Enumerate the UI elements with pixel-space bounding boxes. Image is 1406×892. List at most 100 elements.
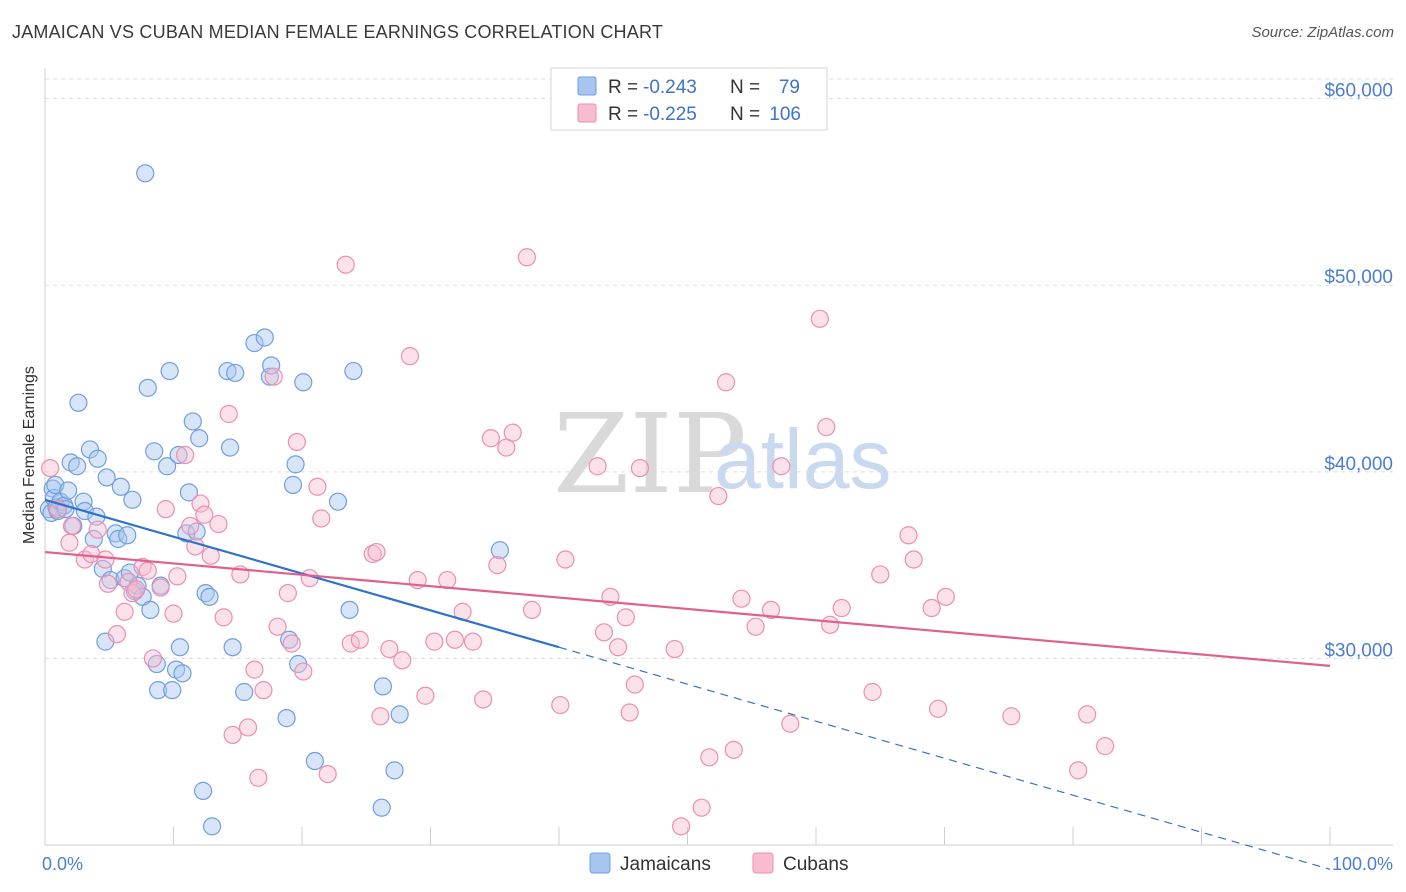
jamaicans-trendline [44,498,560,649]
cubans-trendline [44,550,1331,667]
x-tick-label-max: 100.0% [1332,854,1393,874]
cuban-point [88,520,107,539]
y-tick-label: $60,000 [1324,81,1393,102]
bottom-legend-label-jamaicans: Jamaicans [620,854,711,875]
cuban-point [308,477,327,496]
cuban-point [223,725,242,745]
cuban-point [761,600,781,620]
cuban-point [268,617,287,636]
cuban-point [716,373,736,392]
cuban-point [312,509,331,528]
jamaican-point [328,492,348,511]
cuban-point [671,817,691,836]
cuban-point [181,516,200,536]
cuban-point [107,625,127,644]
jamaican-point [84,529,103,549]
jamaican-point [344,361,363,381]
jamaican-point [88,449,107,468]
legend-r-value: -0.243 [643,77,697,98]
cuban-point [400,347,420,366]
cuban-point [367,542,386,562]
x-ticks [173,827,1331,845]
cuban-point [709,486,728,506]
jamaican-point [160,361,179,381]
jamaican-point [283,475,303,494]
cuban-point [821,615,840,634]
cuban-point [438,570,457,590]
jamaican-point [145,442,164,461]
cuban-point [616,608,635,627]
jamaican-point [69,393,88,412]
jamaican-point [226,363,245,383]
cuban-point [832,598,851,618]
jamaican-point [373,677,393,696]
legend-n-value: 106 [769,104,801,125]
jamaican-point [163,681,182,700]
bottom-legend-swatch-cubans [752,852,774,874]
jamaican-point [372,798,391,817]
watermark-atlas: atlas [714,412,891,506]
jamaican-point [294,373,313,392]
jamaicans-points [39,164,509,836]
jamaican-point [157,457,177,476]
jamaican-point [169,445,188,465]
jamaican-point [277,709,296,728]
series-legend: Jamaicans Cubans [589,852,849,875]
cuban-point [588,457,607,476]
cuban-point [630,458,650,478]
cuban-point [445,630,465,649]
cuban-point [175,445,195,465]
cuban-point [609,638,628,657]
cuban-point [219,404,238,424]
legend-n-value: 79 [779,77,800,98]
jamaican-point [340,600,359,620]
cuban-point [143,649,163,668]
cuban-point [380,639,399,659]
legend-n-label: N = [730,77,760,98]
cuban-point [1002,707,1021,726]
jamaican-point [138,378,157,397]
jamaican-point [136,164,155,183]
jamaican-point [220,438,240,457]
jamaican-point [190,429,209,448]
cuban-point [928,699,948,718]
cuban-point [282,634,301,653]
cuban-point [517,248,536,267]
cuban-point [700,748,719,767]
cuban-point [746,617,765,636]
cuban-point [164,604,183,623]
jamaican-point [390,705,409,724]
cuban-point [817,417,836,437]
cuban-point [551,695,570,715]
y-tick-label: $40,000 [1324,454,1393,475]
legend-swatch-jamaicans [577,76,597,96]
cuban-point [96,550,115,569]
cuban-point [899,526,918,545]
cuban-point [393,651,412,670]
cuban-point [350,630,369,649]
cuban-point [772,457,791,476]
cuban-point [481,429,500,448]
legend-r-label: R = [608,77,638,98]
jamaican-point [385,761,404,780]
cuban-point [556,550,575,569]
cuban-point [474,690,493,709]
cuban-point [254,681,273,700]
jamaican-point [123,490,142,509]
legend-box [550,67,828,131]
cuban-point [151,578,170,597]
jamaican-point [170,638,190,657]
cuban-point [425,632,444,651]
cuban-point [503,423,522,442]
jamaican-point [141,600,160,620]
cuban-point [724,740,743,759]
cuban-point [191,494,210,513]
cuban-point [871,565,890,584]
cuban-point [62,516,82,536]
cuban-point [119,572,138,592]
cuban-point [488,556,507,575]
source-credit: Source: ZipAtlas.com [1251,24,1394,41]
y-tick-labels: $30,000 $40,000 $50,000 $60,000 [1324,81,1393,662]
cuban-point [318,764,337,784]
